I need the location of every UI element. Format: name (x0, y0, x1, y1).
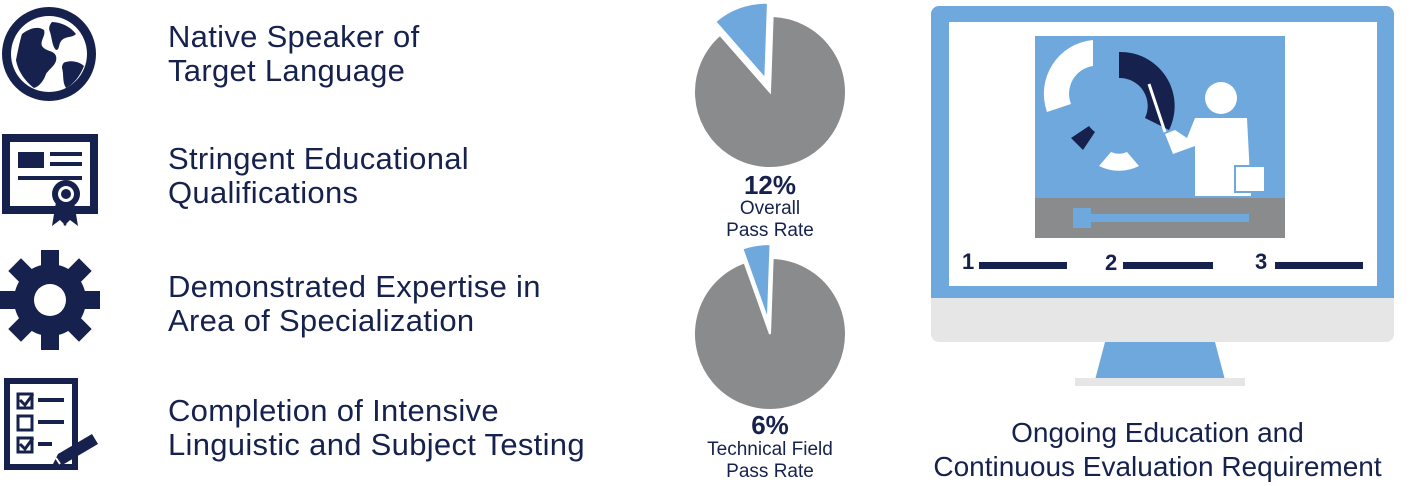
requirement-line: Linguistic and Subject Testing (168, 427, 585, 462)
requirement-line: Native Speaker of (168, 19, 420, 54)
requirement-row-testing: Completion of Intensive Linguistic and S… (0, 372, 650, 482)
pass-rate-caption-line: Pass Rate (726, 461, 814, 482)
certificate-icon (2, 134, 98, 226)
pass-rate-technical: 6% Technical Field Pass Rate (680, 242, 860, 486)
pass-rate-caption: Overall Pass Rate (680, 198, 860, 242)
pass-rate-caption-line: Overall (739, 198, 801, 219)
pie-slice-remainder (693, 257, 847, 411)
requirement-row-native-speaker: Native Speaker of Target Language (0, 0, 650, 110)
requirement-label: Demonstrated Expertise in Area of Specia… (168, 270, 541, 338)
globe-icon (2, 7, 96, 101)
pass-rate-percent: 6% (751, 410, 789, 440)
requirement-line: Target Language (168, 53, 406, 88)
step-number: 1 (962, 249, 974, 274)
pie-slice-pass (713, 1, 769, 82)
requirement-row-expertise: Demonstrated Expertise in Area of Specia… (0, 250, 650, 360)
pass-rate-overall: 12% Overall Pass Rate (680, 0, 860, 242)
pass-rate-caption-line: Technical Field (707, 439, 833, 460)
monitor-caption-line: Continuous Evaluation Requirement (933, 451, 1382, 482)
pie-slice-pass (741, 243, 772, 321)
gear-icon (0, 250, 100, 350)
step-line (1275, 262, 1363, 269)
step-number: 2 (1105, 250, 1117, 275)
requirement-label: Stringent Educational Qualifications (168, 142, 469, 210)
requirement-line: Qualifications (168, 175, 359, 210)
step-line (1123, 262, 1213, 269)
pass-rate-caption-line: Pass Rate (726, 220, 814, 241)
requirement-label: Native Speaker of Target Language (168, 20, 420, 88)
step-number: 3 (1255, 249, 1267, 274)
pie-chart-overall (693, 1, 847, 169)
checklist-icon (4, 378, 98, 470)
requirement-line: Stringent Educational (168, 141, 469, 176)
requirement-line: Area of Specialization (168, 303, 475, 338)
pie-slice-remainder (693, 15, 847, 169)
presentation-monitor-icon: 1 2 3 (931, 6, 1394, 386)
requirement-line: Completion of Intensive (168, 393, 499, 428)
requirement-row-education: Stringent Educational Qualifications (0, 124, 650, 234)
pass-rate-caption: Technical Field Pass Rate (680, 439, 860, 483)
step-line (979, 262, 1067, 269)
requirement-line: Demonstrated Expertise in (168, 269, 541, 304)
pie-chart-technical (693, 243, 847, 411)
requirement-label: Completion of Intensive Linguistic and S… (168, 394, 585, 462)
pass-rate-percent: 12% (743, 170, 797, 200)
monitor-caption-line: Ongoing Education and (1011, 417, 1304, 448)
monitor-caption: Ongoing Education and Continuous Evaluat… (905, 416, 1410, 484)
